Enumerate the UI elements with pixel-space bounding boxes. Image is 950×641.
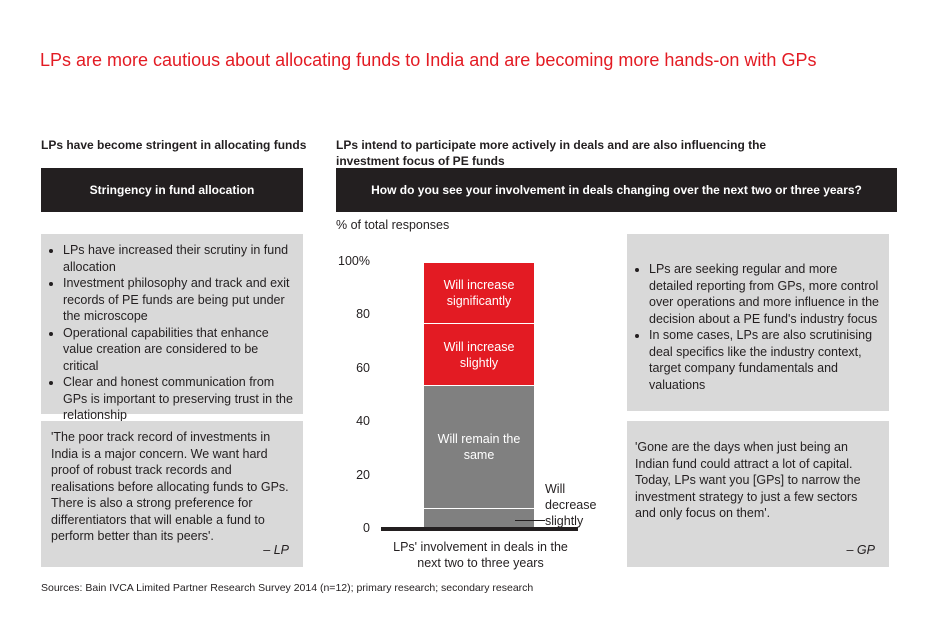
x-axis-label: LPs' involvement in deals in the next tw… [393, 540, 568, 570]
y-tick-label: 80 [356, 307, 370, 322]
right-bullets-panel: LPs are seeking regular and more detaile… [627, 234, 889, 411]
left-header-bar: Stringency in fund allocation [41, 168, 303, 212]
annotation-leader-line [515, 520, 545, 521]
right-quote-panel: 'Gone are the days when just being an In… [627, 421, 889, 567]
left-bullet: Clear and honest communication from GPs … [63, 374, 295, 424]
y-tick-label: 0 [363, 521, 370, 535]
bar-segment-will-decrease-slightly [424, 508, 534, 529]
left-quote: 'The poor track record of investments in… [51, 430, 289, 543]
x-axis-baseline [381, 527, 578, 531]
stacked-bar: Will remain the same Will increase slight… [424, 262, 534, 529]
right-header-label: How do you see your involvement in deals… [371, 183, 862, 197]
right-bullet: In some cases, LPs are also scrutinising… [649, 327, 881, 393]
left-bullet-list: LPs have increased their scrutiny in fun… [41, 234, 303, 424]
y-axis-ticks: 0 20 40 60 80 100% [330, 0, 372, 641]
source-note: Sources: Bain IVCA Limited Partner Resea… [41, 582, 534, 594]
y-tick-label: 60 [356, 360, 370, 375]
left-bullet: LPs have increased their scrutiny in fun… [63, 242, 295, 275]
y-axis-label: % of total responses [336, 218, 450, 232]
y-tick-label: 100% [338, 254, 370, 268]
left-quote-attribution: – LP [263, 543, 289, 557]
left-subhead: LPs have become stringent in allocating … [41, 138, 307, 152]
left-quote-panel: 'The poor track record of investments in… [41, 421, 303, 567]
bar-segment-will-increase-significantly: Will increase significantly [424, 263, 534, 324]
bar-segment-label: Will increase slightly [443, 339, 515, 370]
right-bullet: LPs are seeking regular and more detaile… [649, 261, 881, 327]
bar-segment-will-increase-slightly: Will increase slightly [424, 324, 534, 385]
left-bullet: Investment philosophy and track and exit… [63, 275, 295, 325]
left-bullets-panel: LPs have increased their scrutiny in fun… [41, 234, 303, 422]
bar-segment-will-remain-the-same: Will remain the same [424, 385, 534, 508]
y-tick-label: 20 [356, 467, 370, 482]
left-header-label: Stringency in fund allocation [89, 183, 255, 197]
right-bullet-list: LPs are seeking regular and more detaile… [627, 234, 889, 393]
right-subhead: LPs intend to participate more actively … [336, 138, 767, 168]
annotation-will-decrease-slightly: Will decrease slightly [545, 482, 597, 528]
page-title: LPs are more cautious about allocating f… [40, 50, 817, 70]
right-quote: 'Gone are the days when just being an In… [635, 440, 861, 520]
bar-segment-label: Will remain the same [437, 431, 521, 462]
right-quote-attribution: – GP [846, 543, 876, 557]
left-bullet: Operational capabilities that enhance va… [63, 325, 295, 375]
y-tick-label: 40 [356, 414, 370, 429]
right-header-bar: How do you see your involvement in deals… [336, 168, 897, 212]
bar-segment-label: Will increase significantly [443, 278, 515, 309]
